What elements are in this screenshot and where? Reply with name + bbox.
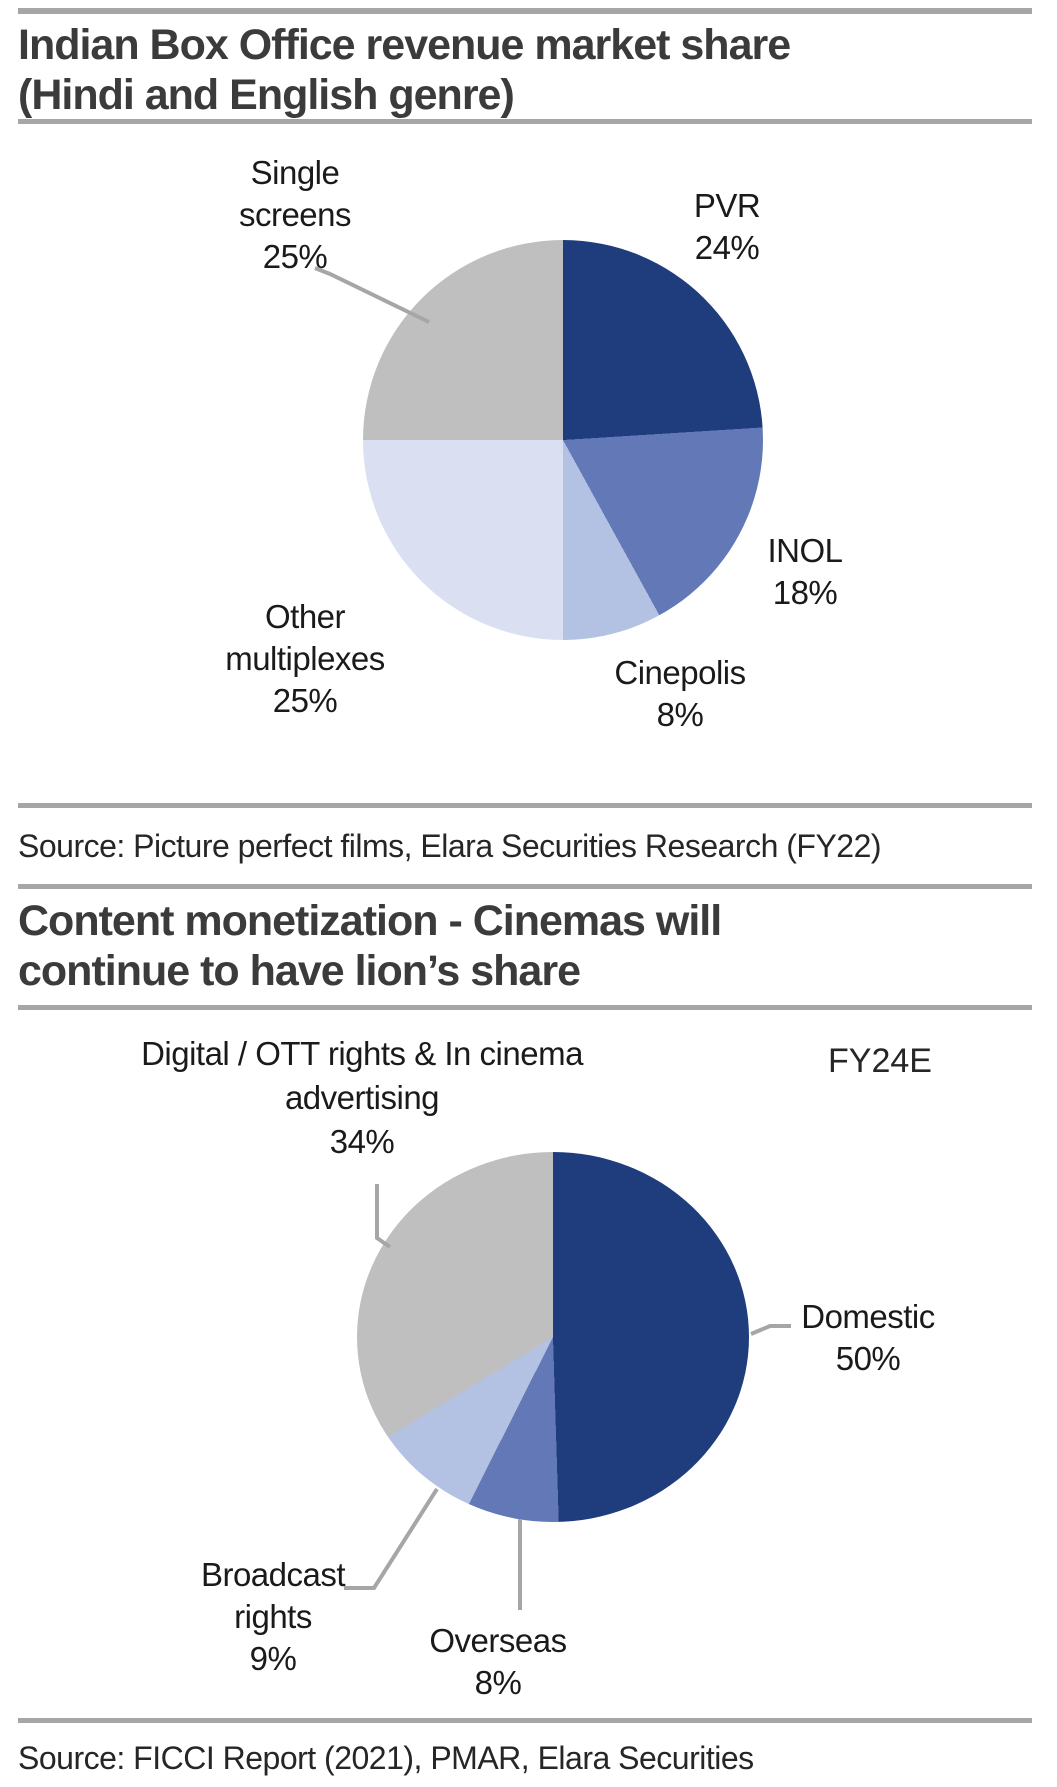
divider-rule-below-title2 [18,1005,1032,1010]
chart1-title: Indian Box Office revenue market share (… [18,20,791,120]
label-overseas: Overseas 8% [429,1620,567,1704]
label-broadcast-rights: Broadcast rights 9% [200,1554,346,1680]
chart1-title-line1: Indian Box Office revenue market share [18,21,791,69]
label-line: INOL [767,532,843,569]
divider-rule-above-source1 [18,803,1032,808]
chart2-title: Content monetization - Cinemas will cont… [18,896,722,996]
label-line: advertising [284,1079,440,1116]
label-line: Single [250,154,340,191]
divider-rule-top [18,8,1032,14]
label-domestic: Domestic 50% [801,1296,935,1380]
label-inol: INOL 18% [767,530,843,614]
label-line: Other [264,598,346,635]
label-line: 25% [262,238,328,275]
pie-chart-box-office-share [363,240,763,640]
divider-rule-below-source1 [18,884,1032,889]
label-single-screens: Single screens 25% [238,152,352,278]
label-line: Domestic [801,1298,935,1335]
label-line: rights [234,1598,312,1635]
chart2-source: Source: FICCI Report (2021), PMAR, Elara… [18,1740,754,1776]
label-line: 24% [694,229,760,266]
label-line: PVR [693,187,761,224]
chart2-title-line1: Content monetization - Cinemas will [18,897,722,945]
label-line: 8% [656,696,704,733]
chart2-title-line2: continue to have lion’s share [18,947,581,995]
chart1-source: Source: Picture perfect films, Elara Sec… [18,828,882,864]
label-line: screens [238,196,352,233]
label-digital-ott: Digital / OTT rights & In cinema adverti… [141,1032,583,1164]
label-line: 34% [329,1123,395,1160]
label-line: 25% [272,682,338,719]
label-line: 8% [474,1664,522,1701]
label-line: 18% [772,574,838,611]
label-line: Cinepolis [614,654,746,691]
divider-rule-above-source2 [18,1718,1032,1723]
chart1-title-line2: (Hindi and English genre) [18,71,515,119]
leader-line-broadcast-rights [344,1487,439,1590]
chart2-period-label: FY24E [828,1042,932,1080]
label-cinepolis: Cinepolis 8% [614,652,746,736]
pie-chart-content-monetization [357,1152,749,1522]
label-line: Broadcast [200,1556,346,1593]
leader-line-domestic [750,1324,791,1336]
label-line: Digital / OTT rights & In cinema [141,1035,583,1072]
label-pvr: PVR 24% [693,185,761,269]
divider-rule-below-title1 [18,119,1032,124]
label-line: 50% [835,1340,901,1377]
label-line: 9% [249,1640,297,1677]
label-line: multiplexes [225,640,385,677]
label-line: Overseas [429,1622,567,1659]
label-other-multiplexes: Other multiplexes 25% [225,596,385,722]
